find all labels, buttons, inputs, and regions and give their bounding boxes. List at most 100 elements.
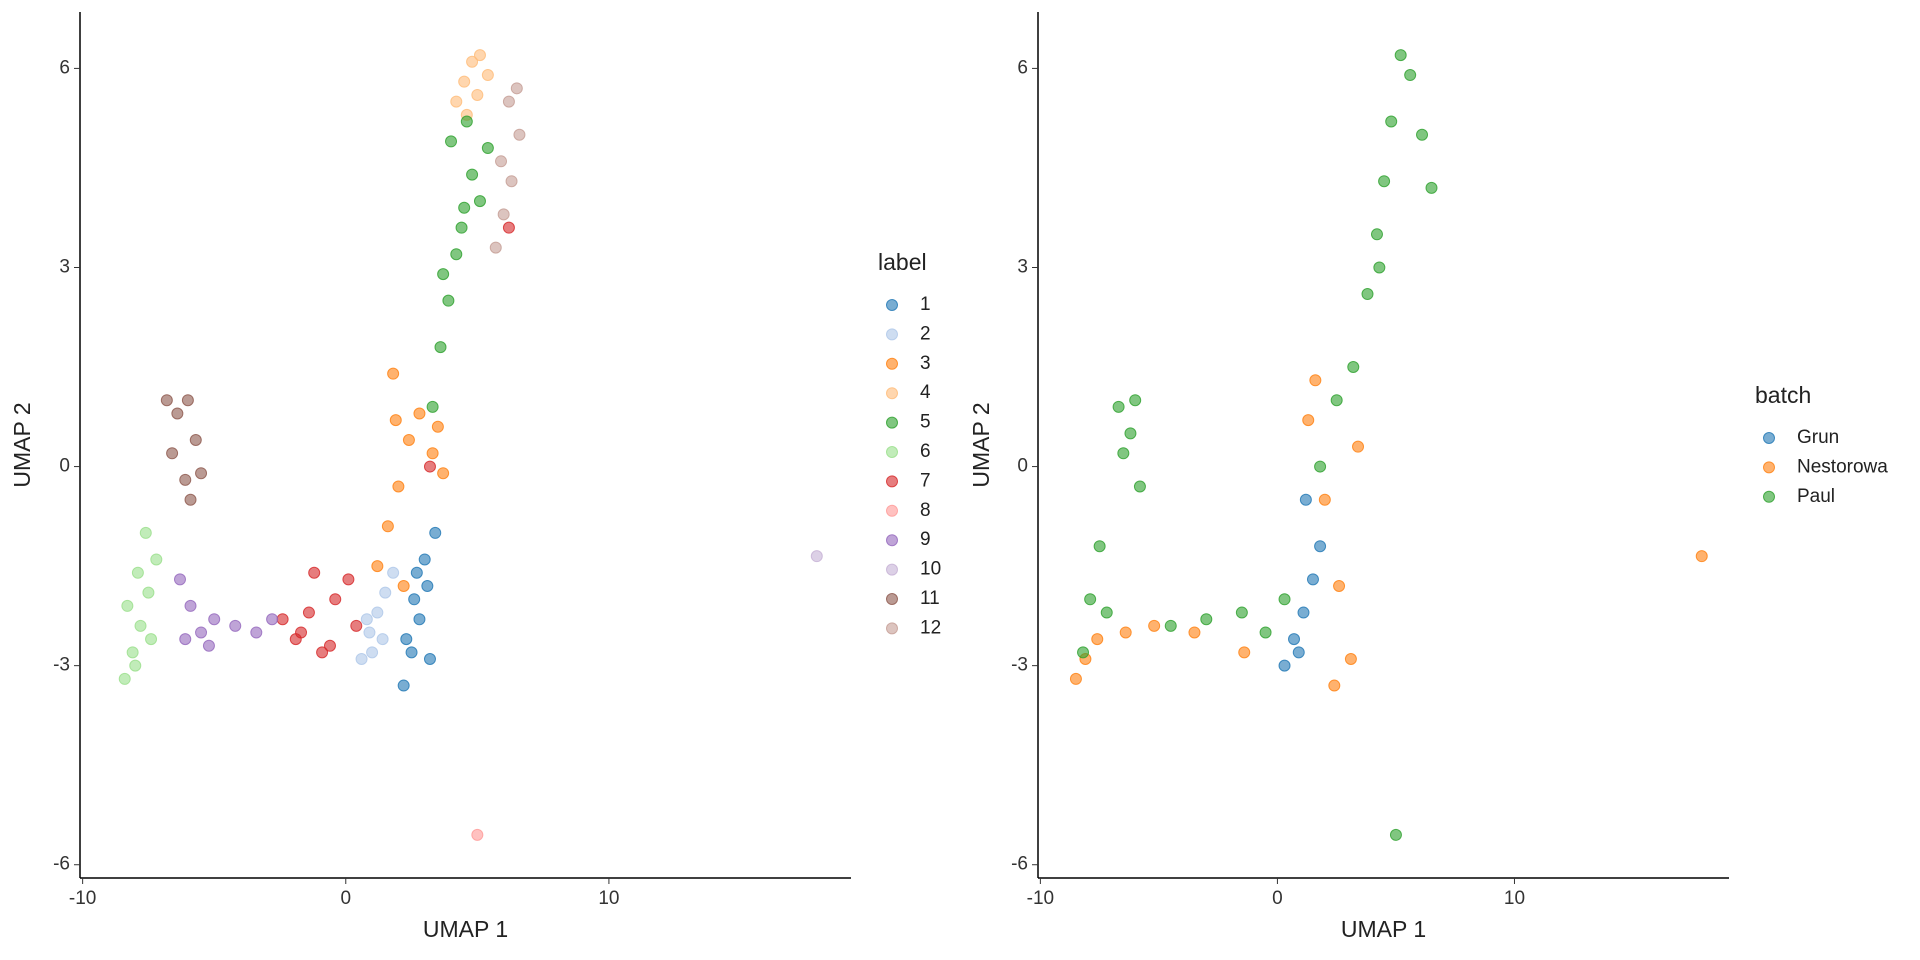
y-tick-label: -6 [1011,854,1028,875]
legend-label: Nestorowa [1797,456,1888,477]
point [1404,69,1417,82]
legend-label: 4 [920,382,931,403]
y-axis-title: UMAP 2 [968,402,994,487]
legend-marker [886,299,898,311]
legend-marker [886,416,898,429]
y-tick-label: -6 [53,854,70,875]
point [510,82,523,95]
point [1164,619,1177,632]
legend-label: Grun [1797,427,1839,448]
legend-marker [886,475,898,488]
point [1148,619,1161,632]
point [308,566,321,579]
point [145,633,158,646]
point [1314,540,1327,553]
point [458,201,471,214]
point [1124,427,1137,440]
point [329,593,342,606]
point [1318,493,1331,506]
point [437,467,450,480]
x-axis-title: UMAP 1 [423,916,508,942]
point [1292,646,1305,659]
point [397,679,410,692]
point [458,75,471,88]
point [1084,593,1097,606]
point [1235,606,1248,619]
point [481,69,494,82]
point [323,639,336,652]
point [1069,672,1082,685]
point [1389,828,1402,841]
x-axis-title: UMAP 1 [1341,916,1426,942]
point [1347,361,1360,374]
point [460,115,473,128]
y-tick-label: 6 [59,57,70,78]
point [1119,626,1132,639]
legend-marker [886,446,898,458]
point [513,128,526,141]
point [1385,115,1398,128]
point [302,606,315,619]
point [1378,175,1391,188]
point [171,407,184,420]
point [118,672,131,685]
x-tick-label: -10 [69,888,96,909]
point [1314,460,1327,473]
legend-marker [886,357,898,370]
point [366,646,379,659]
point [1077,646,1090,659]
point [181,394,194,407]
legend-marker [886,563,898,576]
point [1297,606,1310,619]
point [497,208,510,221]
legend-label: 1 [920,294,931,315]
legend-marker [886,328,898,341]
point [1309,374,1322,387]
point [1278,659,1291,672]
point [1373,261,1386,274]
point [131,566,144,579]
legend-label: 8 [920,500,931,521]
point [505,175,518,188]
point [376,633,389,646]
x-tick-label: 0 [340,888,351,909]
point [126,646,139,659]
point [1425,181,1438,194]
point [1370,228,1383,241]
point [402,434,415,447]
point [1302,414,1315,427]
point [1278,593,1291,606]
point [276,613,289,626]
point [400,633,413,646]
point [121,599,134,612]
point [426,400,439,413]
point [489,241,502,254]
point [1117,447,1130,460]
point [431,420,444,433]
point [495,155,508,168]
point [502,221,515,234]
point [189,434,202,447]
point [208,613,221,626]
point [810,550,823,563]
point [410,566,423,579]
point [389,414,402,427]
y-axis-title: UMAP 2 [9,402,35,487]
legend-marker [886,593,898,605]
y-tick-label: 0 [1017,456,1028,477]
legend-label: 11 [920,588,940,609]
point [379,586,392,599]
point [471,88,484,101]
point [360,613,373,626]
point [408,593,421,606]
legend-label: 2 [920,323,931,344]
legend-label: 7 [920,470,931,491]
point [1344,653,1357,666]
legend-label: Paul [1797,486,1835,507]
legend-marker [886,387,898,400]
point [1188,626,1201,639]
point [1695,550,1708,563]
point [1093,540,1106,553]
point [229,619,242,632]
